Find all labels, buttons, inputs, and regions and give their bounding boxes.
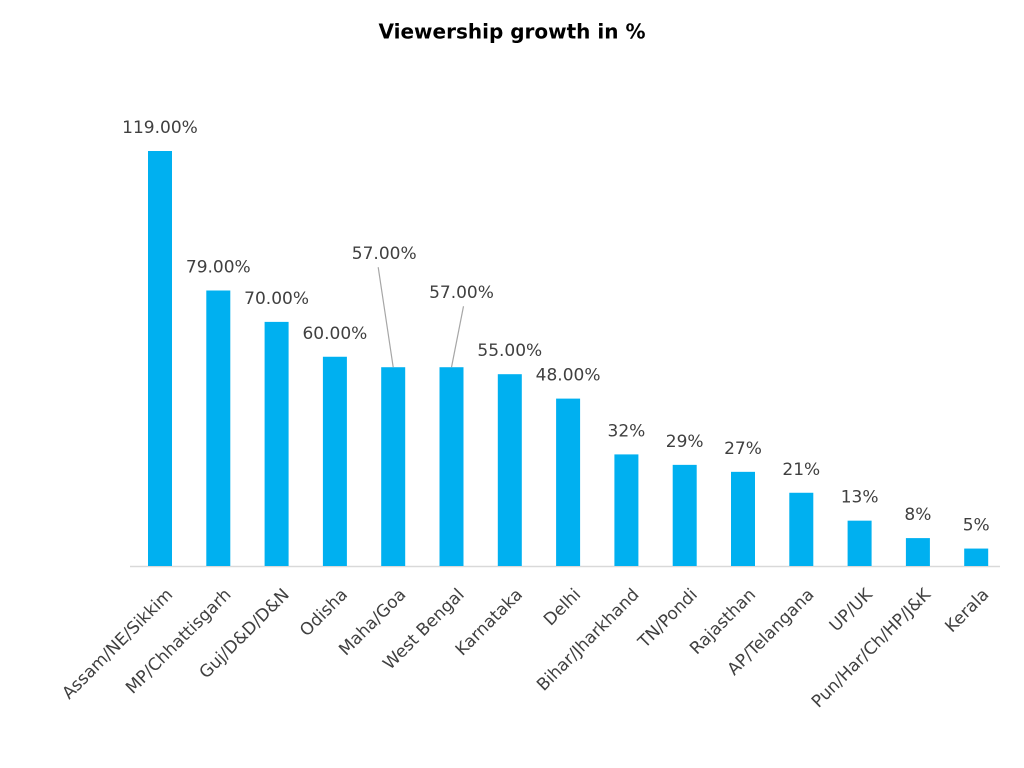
bar — [964, 548, 989, 566]
data-label: 55.00% — [477, 341, 542, 361]
data-label: 29% — [666, 432, 704, 452]
bar — [672, 464, 697, 566]
data-label: 21% — [782, 460, 820, 480]
bar — [439, 367, 464, 566]
bar — [264, 321, 289, 566]
data-label: 48.00% — [536, 366, 601, 386]
bar — [497, 374, 522, 566]
data-label: 8% — [904, 505, 931, 525]
data-label: 79.00% — [186, 257, 251, 277]
bar — [322, 356, 347, 566]
data-label: 119.00% — [122, 118, 198, 138]
bar — [614, 454, 639, 566]
data-label: 27% — [724, 439, 762, 459]
leader-line — [450, 306, 465, 368]
bar — [556, 398, 581, 566]
bar — [148, 151, 172, 566]
data-label: 57.00% — [429, 283, 494, 303]
data-label: 13% — [841, 488, 879, 508]
bar — [905, 538, 930, 566]
data-label: 70.00% — [244, 289, 309, 309]
data-label: 57.00% — [352, 244, 417, 264]
chart-title: Viewership growth in % — [379, 20, 646, 44]
bar — [731, 471, 755, 566]
bar — [381, 367, 406, 566]
data-label: 32% — [608, 421, 646, 441]
data-label: 60.00% — [302, 324, 367, 344]
bar — [789, 492, 814, 566]
bar — [847, 520, 872, 566]
data-label: 5% — [963, 516, 990, 536]
leader-line — [377, 267, 394, 368]
bar — [206, 290, 231, 566]
